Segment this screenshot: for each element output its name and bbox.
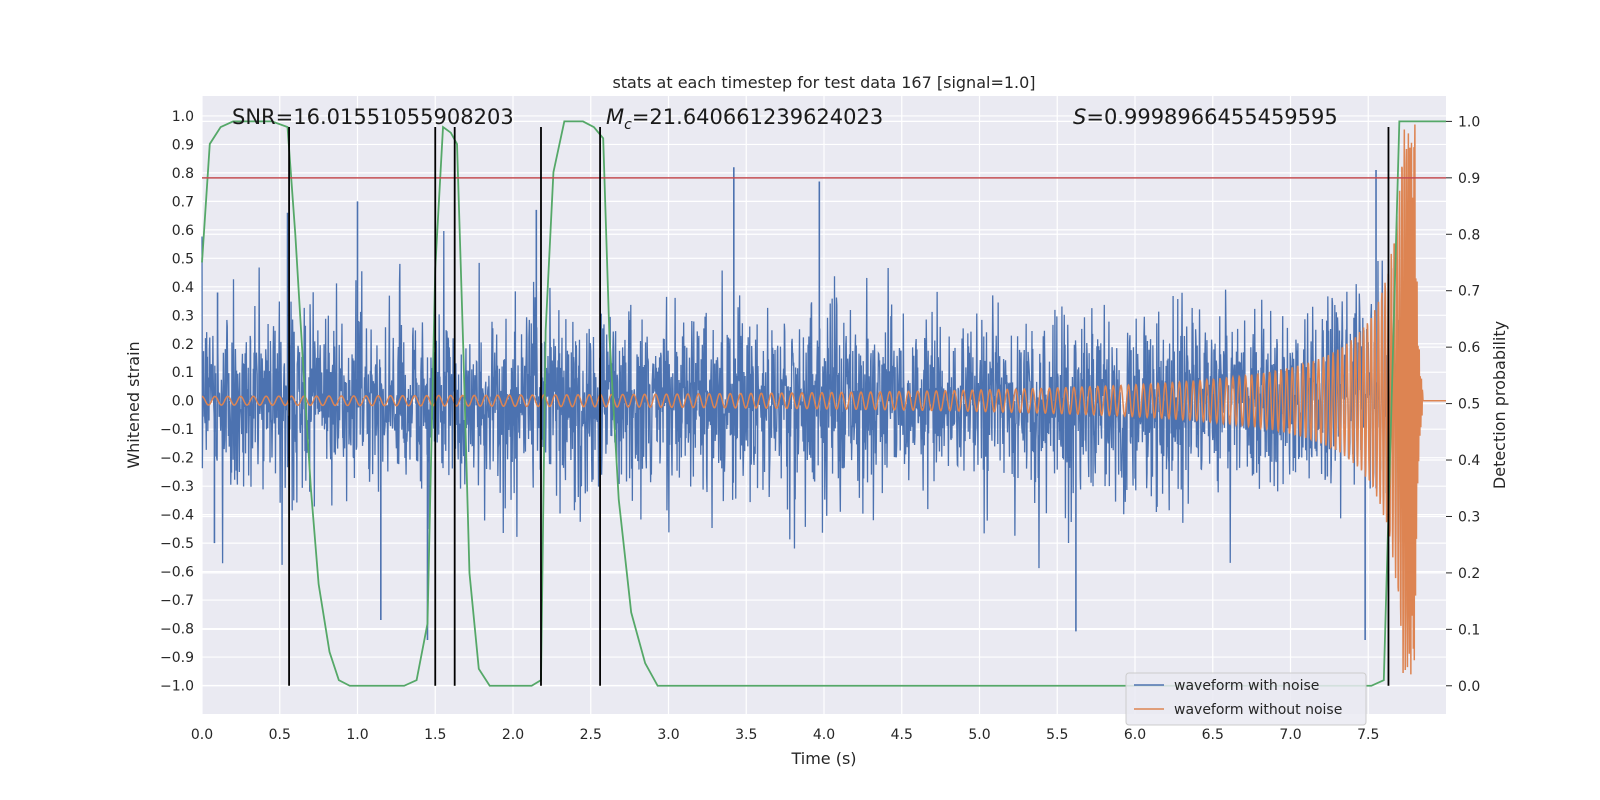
legend-label-noise: waveform with noise <box>1174 678 1319 694</box>
y-tick-label-left: 0.6 <box>172 223 194 239</box>
x-tick-label: 1.5 <box>424 727 446 743</box>
x-tick-label: 4.5 <box>891 727 913 743</box>
x-tick-label: 3.5 <box>735 727 757 743</box>
y-tick-label-right: 0.4 <box>1458 453 1480 469</box>
y-tick-label-left: −0.4 <box>160 508 194 524</box>
y-tick-label-left: 0.4 <box>172 280 194 296</box>
y-tick-label-left: −0.8 <box>160 622 194 638</box>
y-tick-label-left: 0.7 <box>172 194 194 210</box>
chirp-mass-value: =21.640661239624023 <box>632 105 883 129</box>
noise-trace <box>201 231 1419 569</box>
legend-box <box>1125 672 1367 726</box>
clean-trace <box>201 124 1446 675</box>
y-tick-label-left: 0.2 <box>172 337 194 353</box>
x-axis-label: Time (s) <box>790 749 856 768</box>
y-tick-label-right: 0.6 <box>1458 340 1480 356</box>
chart-title: stats at each timestep for test data 167… <box>612 73 1035 92</box>
y-tick-label-left: −0.2 <box>160 451 194 467</box>
x-tick-label: 1.0 <box>346 727 368 743</box>
x-tick-label: 7.5 <box>1357 727 1379 743</box>
y-axis-label-right: Detection probability <box>1490 321 1509 489</box>
y-tick-label-left: 0.3 <box>172 308 194 324</box>
chirp-mass-symbol: M <box>606 105 624 129</box>
x-tick-label: 2.0 <box>502 727 524 743</box>
chirp-mass-subscript: c <box>624 117 632 133</box>
x-tick-label: 4.0 <box>813 727 835 743</box>
x-tick-label: 5.5 <box>1046 727 1068 743</box>
y-tick-label-right: 0.9 <box>1458 171 1480 187</box>
y-tick-label-left: −0.6 <box>160 565 194 581</box>
y-tick-label-left: −0.7 <box>160 593 194 609</box>
series-waveform-with-noise <box>201 167 1419 640</box>
y-tick-label-right: 0.5 <box>1458 397 1480 413</box>
score-value: =0.9998966455459595 <box>1086 105 1337 129</box>
y-tick-label-left: −0.1 <box>160 422 194 438</box>
series-waveform-without-noise <box>201 124 1446 675</box>
y-tick-label-left: −0.3 <box>160 479 194 495</box>
y-tick-label-right: 0.0 <box>1458 679 1480 695</box>
axis-ticks: 1.0 0.9 0.8 0.7 0.6 0.5 0.4 0.3 0.2 0.1 0.0 −0.1 −0.… <box>160 109 1480 743</box>
y-tick-label-left: 0.8 <box>172 166 194 182</box>
y-tick-label-left: 1.0 <box>172 109 194 125</box>
x-tick-label: 6.0 <box>1124 727 1146 743</box>
y-tick-label-right: 0.7 <box>1458 284 1480 300</box>
y-tick-label-right: 0.2 <box>1458 566 1480 582</box>
x-tick-label: 2.5 <box>580 727 602 743</box>
y-tick-label-right: 0.3 <box>1458 509 1480 525</box>
chirp-mass-annotation: Mc=21.640661239624023 <box>606 105 883 133</box>
y-tick-label-left: −1.0 <box>160 679 194 695</box>
x-tick-label: 3.0 <box>657 727 679 743</box>
x-tick-label: 7.0 <box>1279 727 1301 743</box>
y-tick-label-right: 1.0 <box>1458 114 1480 130</box>
legend: waveform with noise waveform without noi… <box>1125 672 1367 726</box>
y-tick-label-right: 0.1 <box>1458 622 1480 638</box>
x-tick-label: 6.5 <box>1202 727 1224 743</box>
snr-annotation: SNR=16.01551055908203 <box>232 105 514 129</box>
score-symbol: S <box>1073 105 1086 129</box>
legend-label-clean: waveform without noise <box>1174 702 1342 718</box>
score-annotation: S=0.9998966455459595 <box>1073 105 1338 129</box>
y-tick-label-left: 0.0 <box>172 394 194 410</box>
y-axis-label-left: Whitened strain <box>124 341 143 468</box>
x-tick-label: 0.0 <box>191 727 213 743</box>
vertical-markers <box>288 127 1390 686</box>
x-tick-label: 5.0 <box>968 727 990 743</box>
y-tick-label-left: 0.5 <box>172 251 194 267</box>
y-tick-label-left: −0.5 <box>160 536 194 552</box>
y-tick-label-left: 0.9 <box>172 137 194 153</box>
y-tick-label-right: 0.8 <box>1458 227 1480 243</box>
y-tick-label-left: 0.1 <box>172 365 194 381</box>
x-tick-label: 0.5 <box>269 727 291 743</box>
y-tick-label-left: −0.9 <box>160 650 194 666</box>
